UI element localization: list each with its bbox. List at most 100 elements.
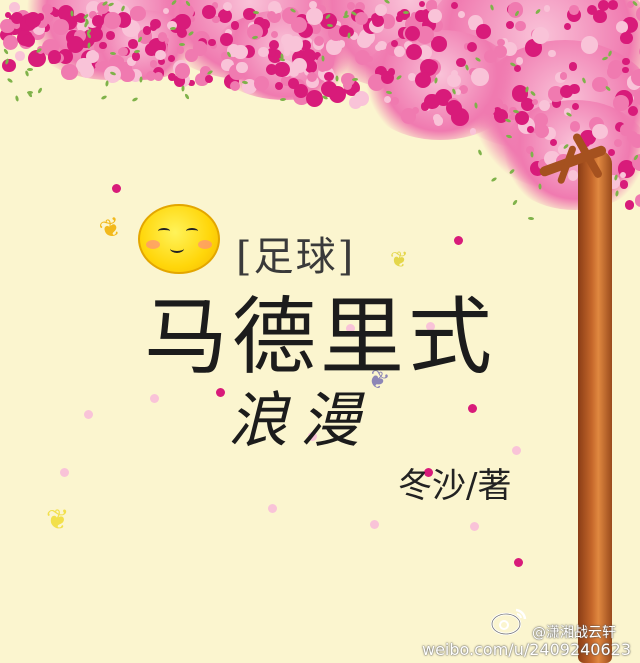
blossom [41,22,50,32]
blossom [418,0,426,8]
blossom [149,23,158,32]
blossom [619,179,629,189]
blossom [253,16,265,28]
blossom [120,67,135,83]
blossom [32,22,43,33]
blossom [57,4,75,21]
leaf [320,55,325,62]
blossom [230,80,241,92]
blossom [106,30,115,40]
blossom [620,172,627,179]
blossom [404,25,421,42]
blossom [458,85,469,95]
blossom [613,139,622,148]
blossom [634,88,640,107]
blossom [374,43,382,51]
blossom [274,62,290,78]
blossom [76,21,88,33]
blossom [606,64,622,79]
blossom [411,106,419,114]
blossom [153,72,163,82]
blossom [47,49,62,64]
blossom [415,25,434,44]
blossom [456,57,466,67]
falling-petal [470,522,479,531]
smiley-face-icon [138,204,220,274]
blossom [534,123,549,138]
leaf [24,70,30,77]
blossom [638,46,640,57]
blossom [572,103,580,111]
blossom [619,124,632,137]
blossom [97,2,109,15]
blossom [300,40,311,51]
blossom [424,94,440,110]
leaf [527,216,534,220]
blossom [375,65,388,78]
blossom [316,4,326,15]
tree-trunk [578,150,612,663]
blossom [580,36,599,54]
leaf [6,77,14,84]
blossom [354,50,370,66]
leaf [347,32,351,39]
blossom [14,51,25,61]
blossom [53,19,69,35]
blossom [491,97,504,110]
blossom [274,81,283,90]
blossom [505,20,514,29]
blossom [567,170,579,181]
blossom [66,35,85,53]
blossom [570,121,581,132]
blossom [162,7,170,15]
blossom [267,10,277,21]
blossom [45,10,53,18]
blossom [407,73,416,82]
blossom [174,75,186,87]
blossom [314,36,325,47]
leaf [402,11,409,15]
blossom [323,71,334,82]
blossom [288,66,299,77]
blossom [431,36,447,52]
blossom [390,96,400,105]
blossom [354,2,365,13]
blossom [424,59,438,74]
leaf [252,10,260,15]
leaf [178,42,185,46]
blossom [484,104,495,115]
blossom [379,13,389,23]
blossom [95,61,103,69]
blossom [306,7,324,25]
blossom [92,14,105,27]
leaf [530,151,534,158]
blossom [167,72,176,81]
blossom [608,148,616,156]
watermark-url: weibo.com/u/2409240623 [422,640,632,659]
falling-petal [60,468,69,477]
blossom [527,126,534,133]
blossom [142,26,152,35]
blossom [8,1,21,13]
blossom [509,107,517,115]
blossom [42,3,53,15]
blossom [483,49,498,64]
blossom [405,43,422,60]
blossom [454,88,462,96]
blossom [0,18,15,34]
blossom [415,10,427,22]
book-title: 马德里式 [144,288,497,386]
blossom [357,33,373,49]
blossom [558,144,569,156]
blossom [320,12,338,30]
blossom [415,71,432,88]
blossom [509,113,516,121]
blossom [3,34,19,51]
leaf [490,176,498,183]
blossom [607,0,618,11]
blossom [212,15,220,24]
blossom [400,107,417,124]
blossom [396,10,404,18]
blossom [568,61,578,71]
